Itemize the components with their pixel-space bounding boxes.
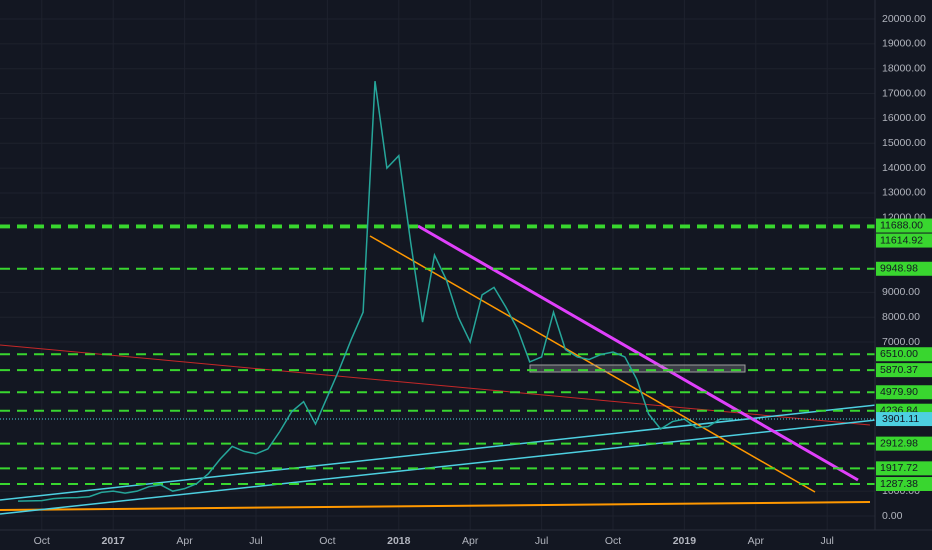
level-label: 11614.92	[880, 234, 923, 246]
level-label: 9948.98	[880, 263, 918, 275]
y-tick-label: 20000.00	[882, 13, 926, 25]
y-tick-label: 14000.00	[882, 162, 926, 174]
y-tick-label: 19000.00	[882, 38, 926, 50]
orange-trend-line	[369, 235, 816, 493]
x-tick-label: Jul	[249, 535, 262, 547]
y-tick-label: 8000.00	[882, 311, 920, 323]
y-tick-label: 0.00	[882, 510, 903, 522]
level-label-box	[876, 477, 932, 492]
drawings	[0, 224, 932, 515]
cyan-trend-line	[0, 413, 932, 515]
x-tick-label: Jul	[820, 535, 833, 547]
level-label-box	[876, 436, 932, 451]
level-label: 2912.98	[880, 437, 918, 449]
x-tick-label: 2018	[387, 535, 411, 547]
y-tick-label: 7000.00	[882, 336, 920, 348]
level-label-box	[876, 261, 932, 276]
level-label: 1917.72	[880, 462, 918, 474]
price-label: 3901.11	[882, 413, 919, 425]
grid	[0, 0, 875, 530]
x-tick-label: Oct	[605, 535, 621, 547]
y-tick-label: 17000.00	[882, 87, 926, 99]
level-label: 1287.38	[880, 478, 918, 490]
level-label-box	[876, 385, 932, 400]
level-label-box	[876, 347, 932, 362]
x-tick-label: 2017	[102, 535, 126, 547]
x-tick-label: Oct	[34, 535, 50, 547]
level-label-box	[876, 233, 932, 248]
axis: 0.001000.007000.008000.009000.0012000.00…	[34, 13, 932, 547]
y-tick-label: 9000.00	[882, 286, 920, 298]
levels	[0, 224, 875, 486]
red-trend-line	[0, 344, 871, 426]
x-tick-label: Oct	[319, 535, 335, 547]
price-label-box	[876, 412, 932, 427]
x-tick-label: Apr	[748, 535, 765, 547]
level-label: 6510.00	[880, 348, 918, 360]
magenta-trend-line	[417, 224, 859, 482]
level-label: 11688.00	[880, 219, 923, 231]
y-tick-label: 16000.00	[882, 112, 926, 124]
x-tick-label: Apr	[176, 535, 193, 547]
level-label-box	[876, 363, 932, 378]
level-label-box	[876, 461, 932, 476]
range-box	[529, 364, 746, 373]
orange-base-line	[0, 501, 871, 511]
x-tick-label: Apr	[462, 535, 479, 547]
level-label: 5870.37	[880, 364, 918, 376]
x-tick-label: 2019	[673, 535, 697, 547]
y-tick-label: 15000.00	[882, 137, 926, 149]
price-line	[17, 81, 733, 502]
level-label: 4979.90	[880, 386, 918, 398]
y-tick-label: 13000.00	[882, 187, 926, 199]
price	[0, 81, 875, 502]
y-tick-label: 18000.00	[882, 62, 926, 74]
level-label-box	[876, 218, 932, 233]
x-tick-label: Jul	[535, 535, 548, 547]
